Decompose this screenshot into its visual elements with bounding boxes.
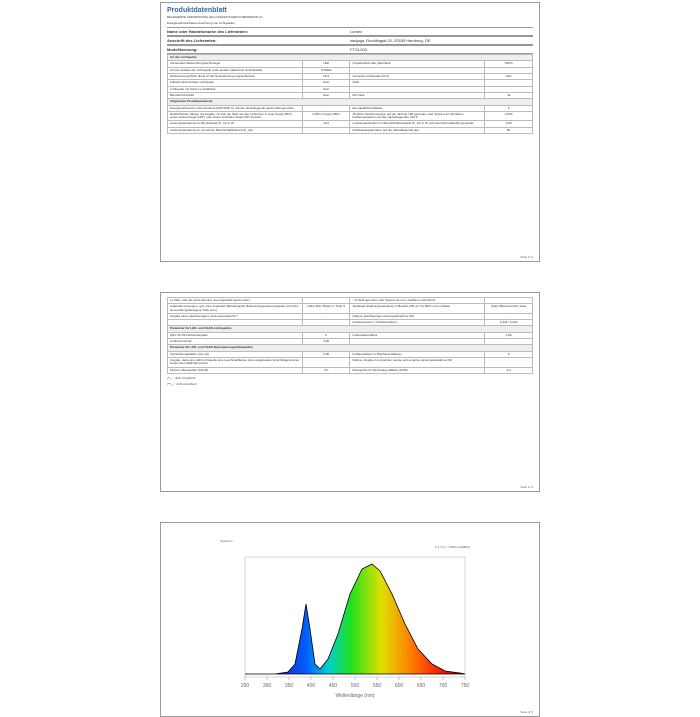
table-cell: - — [485, 357, 533, 367]
table-row: Angabe, dass eine LED-Lichtquelle eine L… — [168, 357, 533, 367]
page-footer: Seite 3/ 3 — [520, 710, 533, 714]
svg-text:400: 400 — [307, 683, 316, 689]
model-value: FTGL003 — [350, 47, 367, 52]
table-cell: Messgröße für Stroboskop-Effekte (SVM) — [350, 367, 485, 373]
model-label: Modellkennung: — [167, 47, 350, 52]
table-cell: Angabe, dass eine LED-Lichtquelle eine L… — [168, 357, 303, 367]
supplier-label: Name oder Handelsmarke des Lieferanten: — [167, 29, 350, 34]
table-lightsource-type: Art der Lichtquelle Verwendete Beleuchtu… — [167, 54, 533, 134]
regulation-line-2: Energieverbrauchskennzeichnung von Licht… — [167, 22, 533, 26]
svg-text:600: 600 — [395, 683, 404, 689]
table-cell: 1.350 in Kugel (360°) — [302, 111, 350, 121]
table-cell: Farbwiedergabeindex, auf die nächstliege… — [350, 127, 485, 133]
table-cell: 0,0 — [485, 367, 533, 373]
footnote-1: (*) „-“ nicht zutreffend — [167, 376, 533, 380]
page-footer: Seite 2/ 3 — [520, 485, 533, 489]
address-row: Anschrift des Lieferanten: sanjaga, Roob… — [167, 36, 533, 45]
table-cell: 3 000 — [485, 111, 533, 121]
table-cell: Nutzlichtstrom (Φuse) mit Angabe, ob sic… — [168, 111, 303, 121]
table-cell: Falls ja, Angabe zur ersetzten Lampe und… — [350, 357, 485, 367]
svg-text:650: 650 — [417, 683, 426, 689]
doc-title: Produktdatenblatt — [167, 7, 533, 14]
table-cell: Flimmer-Messgröße (PstLM) — [168, 367, 303, 373]
svg-text:500: 500 — [351, 683, 360, 689]
svg-text:550: 550 — [373, 683, 382, 689]
table-continued: ze Zahl, oder die werte-Spanne, die eing… — [167, 297, 533, 374]
svg-text:750: 750 — [461, 683, 470, 689]
page-footer: Seite 1/ 3 — [520, 255, 533, 259]
table-cell: Siehe Bild auf letzter Seite — [485, 304, 533, 314]
address-value: sanjaga, Rooblingstr.20, 20535 Hamburg, … — [350, 38, 431, 43]
svg-text:350: 350 — [285, 683, 294, 689]
table-row: Leistungsaufnahme im vernetzten Bereitsc… — [168, 127, 533, 133]
svg-text:700: 700 — [439, 683, 448, 689]
page-2: ze Zahl, oder die werte-Spanne, die eing… — [160, 292, 540, 492]
spectrum-chart: Spektrum 1,2 = P_i / (ΣW×Cx/(jØ)/Σ) 2503… — [220, 539, 480, 700]
table-cell: Leistungsaufnahme im vernetzten Bereitsc… — [168, 127, 303, 133]
supplier-value: Lumex — [350, 29, 362, 34]
table-row: Außenabmessungen, ggf. ohne separates Be… — [168, 304, 533, 314]
address-label: Anschrift des Lieferanten: — [167, 38, 350, 43]
table-cell: 0,0 — [302, 367, 350, 373]
spectrum-svg: 250 300 350 400 450 500 550 600 650 700 750 Wellen… — [220, 549, 480, 699]
table-cell: Ähnliche Farbtemperatur, auf die nächste… — [350, 111, 485, 121]
x-axis-ticks: 250 300 350 400 450 500 550 600 650 700 750 — [241, 677, 470, 689]
x-axis-label: Wellenlänge (nm) — [335, 693, 374, 699]
table-row: Flimmer-Messgröße (PstLM)0,0Messgröße fü… — [168, 367, 533, 373]
regulation-line-1: DELEGIERTE VERORDNUNG (EU) 2019/2015 DER… — [167, 16, 533, 20]
footnote-2: (**) „-“ nicht zutreffend — [167, 382, 533, 386]
table-cell: Höhe 290 / Breite 9 / Tiefe 9 — [302, 304, 350, 314]
table-row: Nutzlichtstrom (Φuse) mit Angabe, ob sic… — [168, 111, 533, 121]
supplier-row: Name oder Handelsmarke des Lieferanten: … — [167, 27, 533, 36]
table-cell: - — [302, 357, 350, 367]
table-cell: Außenabmessungen, ggf. ohne separates Be… — [168, 304, 303, 314]
page-3: Spektrum 1,2 = P_i / (ΣW×Cx/(jØ)/Σ) 2503… — [160, 522, 540, 717]
model-row: Modellkennung: FTGL003 — [167, 45, 533, 54]
table-cell: Spektrale Strahlungsverteilung im Bereic… — [350, 304, 485, 314]
svg-text:450: 450 — [329, 683, 338, 689]
svg-text:250: 250 — [241, 683, 250, 689]
chart-title: Spektrum — [220, 539, 480, 543]
table-cell: - — [302, 127, 350, 133]
page-1: Produktdatenblatt DELEGIERTE VERORDNUNG … — [160, 2, 540, 262]
table-cell: 80 — [485, 127, 533, 133]
svg-text:300: 300 — [263, 683, 272, 689]
